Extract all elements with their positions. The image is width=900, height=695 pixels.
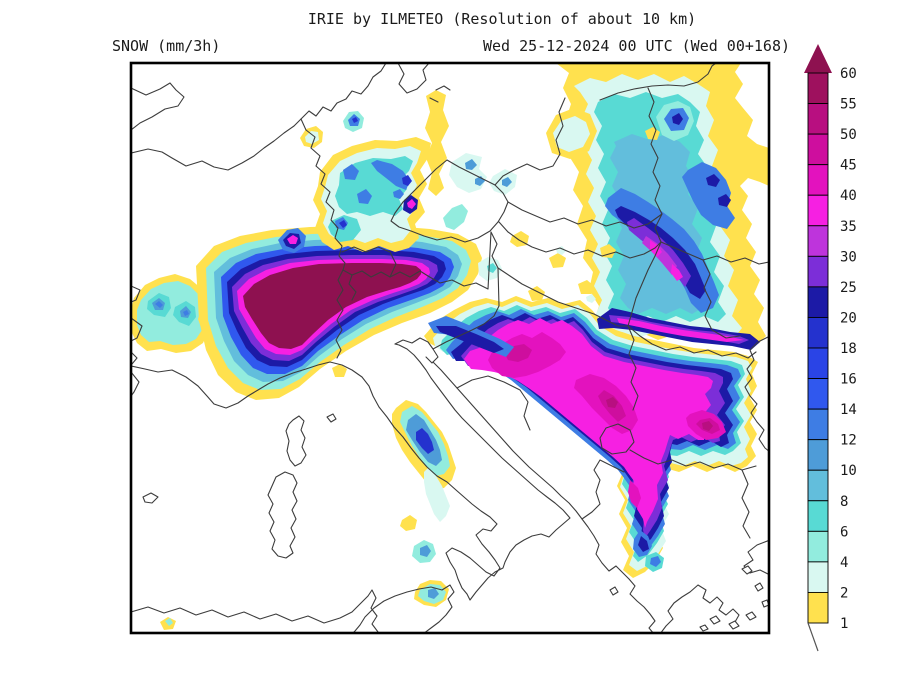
legend-tick-label: 60 — [840, 66, 857, 82]
legend-tick-label: 8 — [840, 494, 848, 510]
legend-segment — [807, 439, 829, 471]
legend-segment — [807, 164, 829, 196]
legend-segment — [807, 255, 829, 288]
legend-segment — [807, 378, 829, 410]
legend-tick-label: 45 — [840, 158, 857, 174]
legend-tick-label: 12 — [840, 433, 857, 449]
country-borders — [300, 87, 768, 539]
legend-tick-label: 55 — [840, 97, 857, 113]
legend-segment — [807, 316, 829, 349]
map-frame — [129, 61, 771, 635]
legend-tick-label: 4 — [840, 555, 848, 571]
page-title: IRIE by ILMETEO (Resolution of about 10 … — [307, 10, 697, 28]
legend-tail-line — [807, 622, 819, 652]
legend-segment — [807, 286, 829, 318]
legend-segment — [807, 72, 829, 105]
variable-label: SNOW (mm/3h) — [112, 37, 221, 55]
legend-segment — [807, 347, 829, 380]
legend-tick-label: 35 — [840, 219, 857, 235]
legend-segment — [807, 561, 829, 593]
legend-tick-label: 16 — [840, 372, 857, 388]
legend-tick-label: 1 — [840, 616, 848, 632]
legend-segment — [807, 591, 829, 624]
legend-segment — [807, 530, 829, 563]
legend-tick-label: 50 — [840, 127, 857, 143]
legend-arrow-above-max — [804, 44, 832, 73]
valid-time-label: Wed 25-12-2024 00 UTC (Wed 00+168) — [482, 37, 790, 55]
legend-colorbar: 60 55 50 45 40 35 30 25 20 18 16 14 12 10 8 6 4 2 1 — [804, 44, 857, 632]
legend-segment — [807, 408, 829, 441]
legend-segment — [807, 194, 829, 227]
coastlines — [132, 64, 768, 632]
legend-segment — [807, 469, 829, 502]
legend-segment — [807, 133, 829, 166]
legend-segment — [807, 103, 829, 135]
legend-segment — [807, 500, 829, 532]
legend-tick-label: 6 — [840, 524, 848, 540]
legend-tick-label: 14 — [840, 402, 857, 418]
legend-tick-label: 10 — [840, 463, 857, 479]
legend-tick-label: 30 — [840, 249, 857, 265]
legend-tick-label: 20 — [840, 310, 857, 326]
legend-tick-label: 40 — [840, 188, 857, 204]
legend-tick-label: 25 — [840, 280, 857, 296]
legend-segment — [807, 225, 829, 257]
legend-tick-label: 2 — [840, 585, 848, 601]
snow-field — [132, 64, 768, 632]
legend-tick-label: 18 — [840, 341, 857, 357]
